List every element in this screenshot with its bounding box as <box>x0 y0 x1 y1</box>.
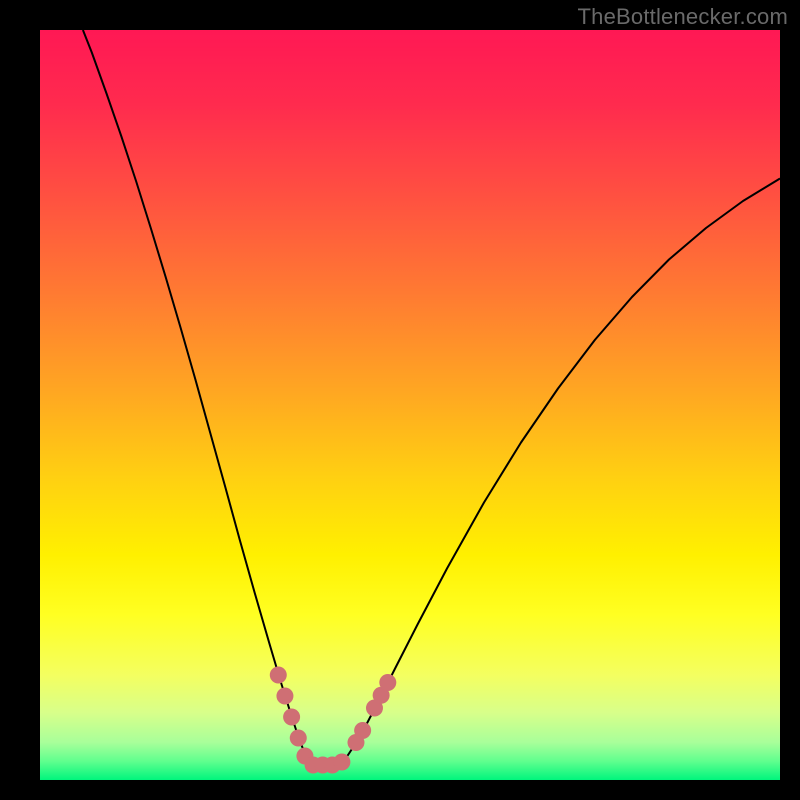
figure-root: TheBottlenecker.com <box>0 0 800 800</box>
bottleneck-chart <box>0 0 800 800</box>
curve-marker <box>379 674 396 691</box>
gradient-background <box>40 30 780 780</box>
curve-marker <box>283 709 300 726</box>
watermark-label: TheBottlenecker.com <box>578 4 788 30</box>
curve-marker <box>333 754 350 771</box>
curve-marker <box>354 722 371 739</box>
curve-marker <box>270 667 287 684</box>
curve-marker <box>290 730 307 747</box>
curve-marker <box>276 688 293 705</box>
